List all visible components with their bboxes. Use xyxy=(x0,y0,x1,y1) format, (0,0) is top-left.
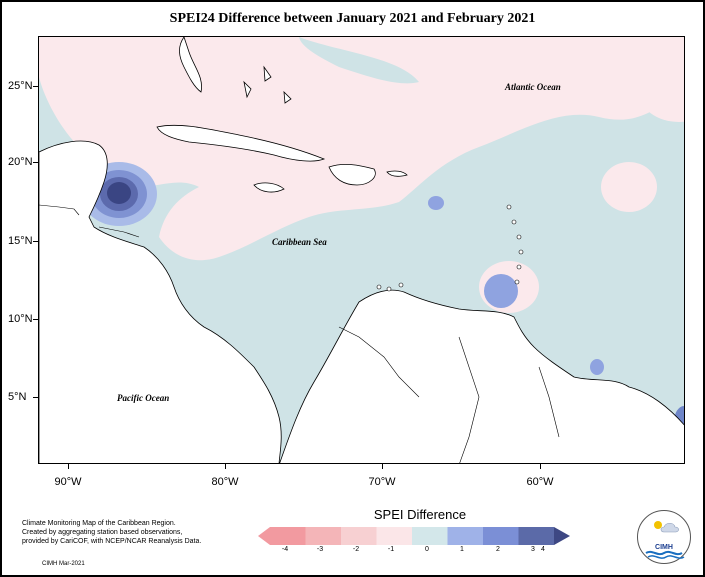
wave-icon xyxy=(645,550,683,556)
legend-arrow-high xyxy=(554,527,570,545)
negative-anomaly-region xyxy=(39,37,684,261)
neutral-region-atl xyxy=(299,37,419,84)
logo-text: CIMH xyxy=(655,544,673,551)
sun-icon xyxy=(654,521,662,529)
hispaniola xyxy=(328,163,376,186)
legend-swatch xyxy=(270,527,306,545)
legend-tick-label: 4 xyxy=(541,546,545,553)
lon-label-90: 90°W xyxy=(54,476,82,488)
legend-tick-label: -4 xyxy=(281,546,289,553)
logo-graphic xyxy=(645,521,685,559)
lat-tick xyxy=(33,397,38,398)
lat-tick xyxy=(33,319,38,320)
lon-label-80: 80°W xyxy=(211,476,239,488)
lon-label-70: 70°W xyxy=(368,476,396,488)
atlantic-label: Atlantic Ocean xyxy=(505,82,561,92)
negative-anomaly-east xyxy=(601,162,657,212)
legend-title: SPEI Difference xyxy=(373,507,467,522)
lon-label-60: 60°W xyxy=(526,476,554,488)
lat-label-10: 10°N xyxy=(8,313,33,325)
legend-swatch xyxy=(376,527,412,545)
florida xyxy=(179,37,202,93)
cloud-icon xyxy=(660,522,679,533)
land xyxy=(39,37,684,463)
credits: Climate Monitoring Map of the Caribbean … xyxy=(22,519,222,546)
legend-swatch xyxy=(412,527,448,545)
positive-anomaly-4 xyxy=(107,182,131,204)
lon-tick xyxy=(382,464,383,469)
positive-anomaly-guiana xyxy=(590,359,604,375)
lat-label-20: 20°N xyxy=(8,156,33,168)
positive-anomaly-venezuela xyxy=(484,274,518,308)
puerto-rico xyxy=(386,170,408,177)
legend-swatch xyxy=(483,527,519,545)
cimh-logo: CIMH xyxy=(637,510,691,564)
wave-icon xyxy=(647,555,685,559)
jamaica xyxy=(253,182,285,193)
legend-tick-label: 3 xyxy=(531,546,535,553)
positive-anomaly-small xyxy=(428,196,444,210)
legend-tick-label: -1 xyxy=(387,546,395,553)
pacific-label: Pacific Ocean xyxy=(117,393,170,403)
legend-arrow-low xyxy=(258,527,270,545)
legend-swatch xyxy=(341,527,377,545)
credit-line: Created by aggregating station based obs… xyxy=(22,529,183,536)
lon-tick xyxy=(225,464,226,469)
legend-tick-label: -3 xyxy=(316,546,324,553)
lesser-antilles xyxy=(376,204,524,292)
legend-swatch xyxy=(305,527,341,545)
lon-tick xyxy=(68,464,69,469)
bahamas xyxy=(243,65,292,104)
legend-swatch xyxy=(447,527,483,545)
negative-anomaly-ne xyxy=(639,62,684,122)
credit-line: provided by CariCOF, with NCEP/NCAR Rean… xyxy=(22,538,202,545)
legend-tick-label: -2 xyxy=(352,546,360,553)
lat-label-25: 25°N xyxy=(8,80,33,92)
legend-colorbar xyxy=(258,527,570,545)
spei-map xyxy=(39,37,684,463)
map-title: SPEI24 Difference between January 2021 a… xyxy=(169,11,536,26)
borders xyxy=(39,204,560,463)
lat-label-5: 5°N xyxy=(8,391,27,403)
lat-label-15: 15°N xyxy=(8,235,33,247)
legend-swatch xyxy=(518,527,554,545)
legend-tick-label: 1 xyxy=(460,546,464,553)
legend-tick-label: 0 xyxy=(425,546,429,553)
credit-date: CIMH Mar-2021 xyxy=(42,561,85,567)
lon-tick xyxy=(540,464,541,469)
caribbean-label: Caribbean Sea xyxy=(272,237,327,247)
south-america xyxy=(279,289,684,463)
legend-tick-label: 2 xyxy=(496,546,500,553)
credit-line: Climate Monitoring Map of the Caribbean … xyxy=(22,520,176,527)
yucatan-central-america xyxy=(39,140,282,463)
lat-tick xyxy=(33,241,38,242)
lat-tick xyxy=(33,86,38,87)
map-panel: Atlantic Ocean Caribbean Sea Pacific Oce… xyxy=(38,36,685,464)
cuba xyxy=(156,124,326,162)
lat-tick xyxy=(33,162,38,163)
